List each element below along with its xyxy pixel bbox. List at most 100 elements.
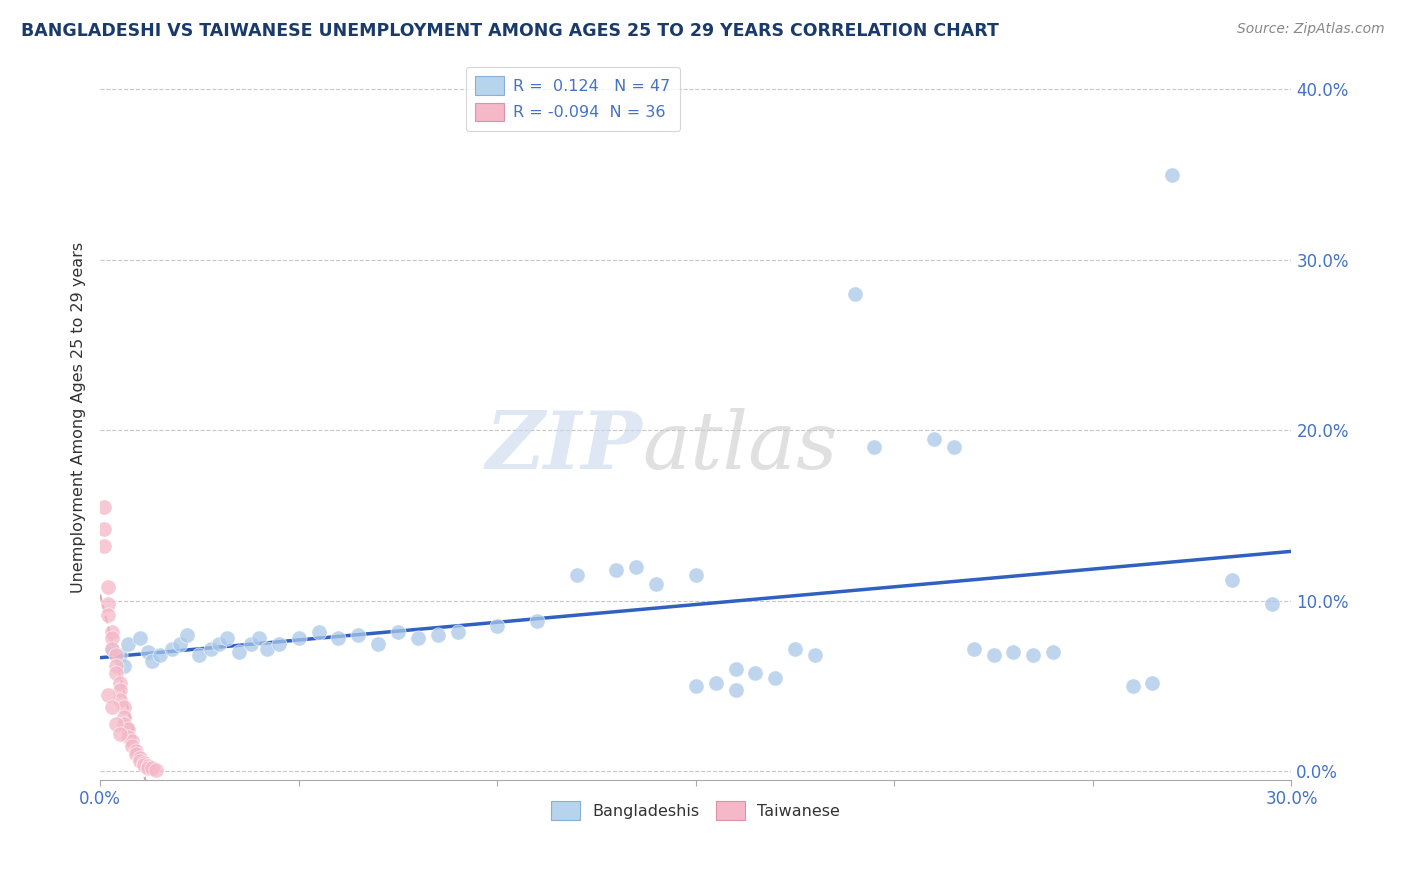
Point bbox=[108, 682, 131, 697]
Point bbox=[406, 632, 429, 646]
Point bbox=[128, 751, 150, 765]
Point bbox=[724, 662, 747, 676]
Point bbox=[132, 757, 155, 772]
Point bbox=[863, 441, 886, 455]
Point bbox=[942, 441, 965, 455]
Point bbox=[200, 641, 222, 656]
Point bbox=[176, 628, 198, 642]
Point bbox=[121, 733, 143, 747]
Point bbox=[101, 641, 124, 656]
Point bbox=[367, 636, 389, 650]
Point bbox=[108, 648, 131, 663]
Point bbox=[565, 568, 588, 582]
Point bbox=[112, 658, 135, 673]
Point bbox=[128, 754, 150, 768]
Point bbox=[149, 648, 172, 663]
Point bbox=[136, 759, 159, 773]
Point bbox=[105, 658, 128, 673]
Point bbox=[136, 761, 159, 775]
Text: atlas: atlas bbox=[643, 408, 838, 485]
Point bbox=[169, 636, 191, 650]
Point bbox=[112, 710, 135, 724]
Point bbox=[963, 641, 986, 656]
Point bbox=[121, 739, 143, 753]
Point bbox=[101, 632, 124, 646]
Point bbox=[287, 632, 309, 646]
Point bbox=[626, 559, 648, 574]
Point bbox=[328, 632, 350, 646]
Legend: Bangladeshis, Taiwanese: Bangladeshis, Taiwanese bbox=[546, 795, 846, 826]
Point bbox=[101, 699, 124, 714]
Point bbox=[724, 682, 747, 697]
Point bbox=[426, 628, 449, 642]
Point bbox=[685, 568, 707, 582]
Point bbox=[744, 665, 766, 680]
Text: Source: ZipAtlas.com: Source: ZipAtlas.com bbox=[1237, 22, 1385, 37]
Point bbox=[136, 645, 159, 659]
Point bbox=[217, 632, 239, 646]
Point bbox=[1142, 675, 1164, 690]
Point bbox=[101, 641, 124, 656]
Point bbox=[1161, 168, 1184, 182]
Point bbox=[108, 675, 131, 690]
Text: ZIP: ZIP bbox=[485, 408, 643, 485]
Point bbox=[117, 636, 139, 650]
Point bbox=[128, 632, 150, 646]
Point bbox=[125, 747, 148, 762]
Point bbox=[105, 665, 128, 680]
Point bbox=[347, 628, 370, 642]
Point bbox=[97, 597, 120, 611]
Point bbox=[208, 636, 231, 650]
Point bbox=[108, 727, 131, 741]
Point bbox=[922, 432, 945, 446]
Point bbox=[704, 675, 727, 690]
Point bbox=[1260, 597, 1282, 611]
Point bbox=[685, 679, 707, 693]
Point bbox=[804, 648, 827, 663]
Point bbox=[93, 500, 115, 514]
Point bbox=[112, 699, 135, 714]
Point bbox=[605, 563, 627, 577]
Point bbox=[1022, 648, 1045, 663]
Point bbox=[446, 624, 468, 639]
Point bbox=[1122, 679, 1144, 693]
Point bbox=[486, 619, 509, 633]
Point bbox=[105, 648, 128, 663]
Point bbox=[117, 722, 139, 736]
Point bbox=[228, 645, 250, 659]
Point bbox=[132, 756, 155, 770]
Point bbox=[1042, 645, 1064, 659]
Point bbox=[97, 580, 120, 594]
Point bbox=[97, 688, 120, 702]
Text: BANGLADESHI VS TAIWANESE UNEMPLOYMENT AMONG AGES 25 TO 29 YEARS CORRELATION CHAR: BANGLADESHI VS TAIWANESE UNEMPLOYMENT AM… bbox=[21, 22, 1000, 40]
Point bbox=[844, 286, 866, 301]
Point bbox=[256, 641, 278, 656]
Point bbox=[526, 615, 548, 629]
Point bbox=[105, 716, 128, 731]
Point bbox=[387, 624, 409, 639]
Point bbox=[1002, 645, 1025, 659]
Point bbox=[783, 641, 806, 656]
Point bbox=[101, 624, 124, 639]
Point bbox=[117, 731, 139, 745]
Point bbox=[93, 522, 115, 536]
Point bbox=[308, 624, 330, 639]
Point bbox=[240, 636, 263, 650]
Point bbox=[188, 648, 211, 663]
Point bbox=[983, 648, 1005, 663]
Point bbox=[108, 693, 131, 707]
Point bbox=[247, 632, 270, 646]
Point bbox=[93, 539, 115, 553]
Point bbox=[145, 763, 167, 777]
Y-axis label: Unemployment Among Ages 25 to 29 years: Unemployment Among Ages 25 to 29 years bbox=[72, 242, 86, 593]
Point bbox=[97, 607, 120, 622]
Point bbox=[125, 744, 148, 758]
Point bbox=[645, 577, 668, 591]
Point bbox=[112, 716, 135, 731]
Point bbox=[160, 641, 183, 656]
Point bbox=[1220, 574, 1243, 588]
Point bbox=[763, 671, 786, 685]
Point bbox=[141, 761, 163, 775]
Point bbox=[267, 636, 290, 650]
Point bbox=[141, 654, 163, 668]
